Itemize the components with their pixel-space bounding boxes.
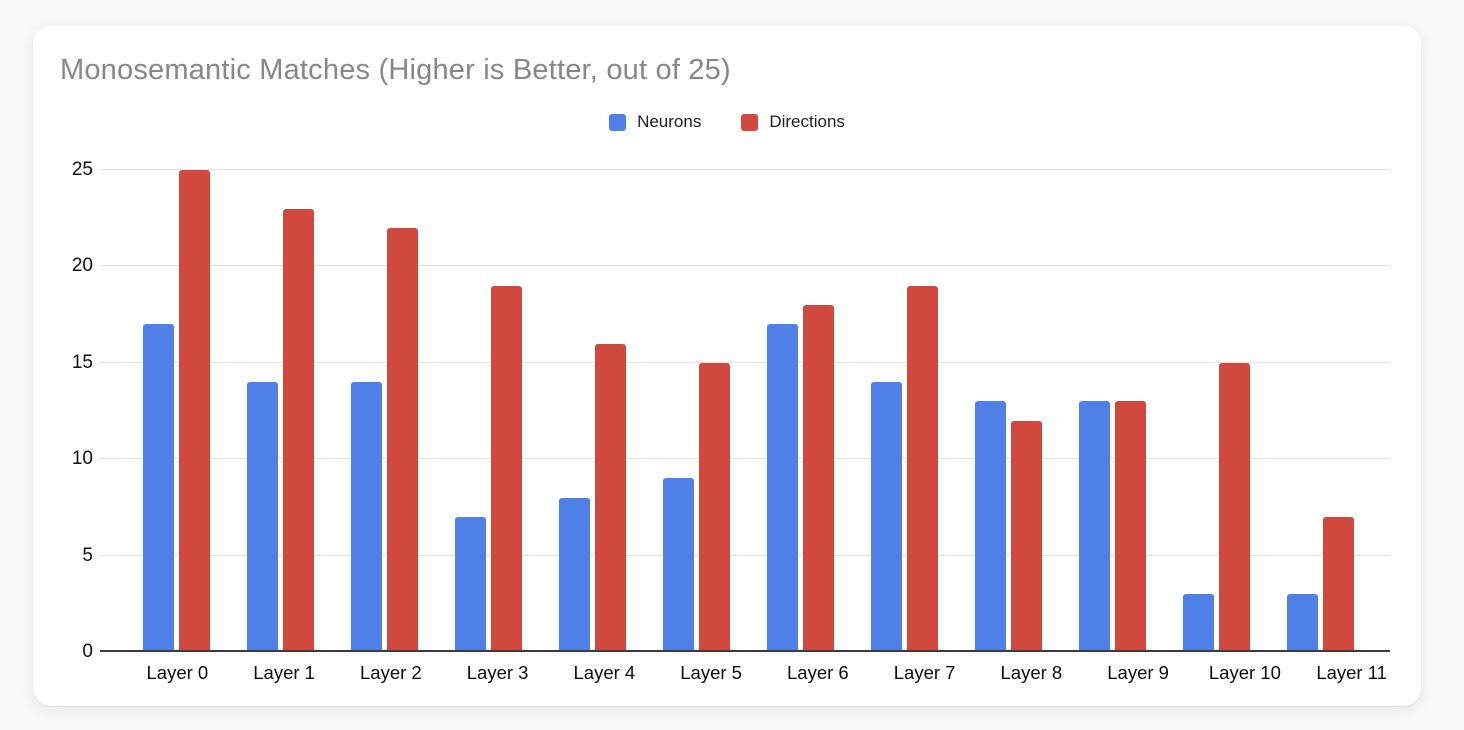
bar-directions-layer-10 xyxy=(1218,362,1250,652)
bar-neurons-layer-9 xyxy=(1078,401,1110,652)
bar-group-layer-4 xyxy=(540,170,644,652)
x-axis-label: Layer 4 xyxy=(573,662,636,683)
bar-directions-layer-8 xyxy=(1010,420,1042,652)
legend-label: Directions xyxy=(769,112,845,131)
bar-directions-layer-2 xyxy=(386,227,418,652)
bar-group-layer-5 xyxy=(644,170,748,652)
x-axis-label: Layer 8 xyxy=(1000,662,1063,683)
bar-directions-layer-6 xyxy=(802,304,834,652)
bar-neurons-layer-3 xyxy=(454,517,486,652)
y-tick-label: 20 xyxy=(71,255,93,277)
y-axis: 0 5 10 15 20 25 xyxy=(33,159,93,662)
bar-directions-layer-5 xyxy=(698,362,730,652)
bar-group-layer-8 xyxy=(956,170,1060,652)
chart-legend: Neurons Directions xyxy=(33,112,1421,132)
bar-neurons-layer-10 xyxy=(1182,594,1214,652)
gridline xyxy=(100,458,1390,460)
bar-neurons-layer-4 xyxy=(558,497,590,652)
x-axis-label: Layer 11 xyxy=(1316,662,1387,683)
gridline xyxy=(100,169,1390,170)
x-axis-label: Layer 2 xyxy=(360,662,422,683)
bar-neurons-layer-1 xyxy=(246,382,278,652)
bar-neurons-layer-6 xyxy=(766,324,798,652)
x-axis-label: Layer 10 xyxy=(1208,662,1281,683)
bar-neurons-layer-11 xyxy=(1286,594,1318,652)
bar-neurons-layer-7 xyxy=(870,382,902,652)
y-tick-label: 10 xyxy=(71,448,93,470)
x-axis-labels: Layer 0 Layer 1 Layer 2 Layer 3 Layer 4 Layer… xyxy=(124,662,1405,684)
x-axis-label: Layer 0 xyxy=(146,662,209,683)
bar-neurons-layer-5 xyxy=(662,478,694,652)
chart-card: Monosemantic Matches (Higher is Better, … xyxy=(33,26,1421,706)
bar-directions-layer-7 xyxy=(906,285,938,652)
bar-group-layer-7 xyxy=(852,170,956,652)
x-axis-label: Layer 6 xyxy=(787,662,849,683)
legend-label: Neurons xyxy=(637,112,702,131)
bar-directions-layer-11 xyxy=(1322,517,1354,652)
x-axis-line xyxy=(100,650,1390,652)
bar-neurons-layer-2 xyxy=(350,382,382,652)
y-tick-label: 0 xyxy=(82,641,93,662)
gridline xyxy=(100,554,1390,556)
bar-group-layer-9 xyxy=(1060,170,1164,652)
bar-directions-layer-3 xyxy=(490,285,522,652)
bar-group-layer-10 xyxy=(1164,170,1268,652)
y-tick-label: 15 xyxy=(71,351,93,373)
bar-group-layer-1 xyxy=(228,170,332,652)
y-tick-label: 25 xyxy=(71,159,93,180)
chart-area: 0 5 10 15 20 25 xyxy=(33,159,1421,662)
x-axis-label: Layer 3 xyxy=(466,662,529,683)
bar-neurons-layer-0 xyxy=(142,324,174,652)
bar-group-layer-0 xyxy=(124,170,228,652)
bars-row xyxy=(124,170,1372,652)
legend-item-directions: Directions xyxy=(741,112,845,132)
bar-group-layer-2 xyxy=(332,170,436,652)
bar-group-layer-6 xyxy=(748,170,852,652)
bar-directions-layer-0 xyxy=(178,170,210,652)
x-axis-label: Layer 7 xyxy=(893,662,956,683)
bar-directions-layer-1 xyxy=(282,208,314,652)
bar-directions-layer-9 xyxy=(1114,401,1146,652)
legend-item-neurons: Neurons xyxy=(609,112,701,132)
legend-swatch-directions xyxy=(741,113,759,131)
x-axis-label: Layer 1 xyxy=(253,662,315,683)
bar-group-layer-11 xyxy=(1268,170,1372,652)
y-tick-label: 5 xyxy=(82,544,93,566)
bar-group-layer-3 xyxy=(436,170,540,652)
gridline xyxy=(100,265,1390,267)
x-axis-label: Layer 9 xyxy=(1107,662,1169,683)
bar-neurons-layer-8 xyxy=(974,401,1006,652)
legend-swatch-neurons xyxy=(609,113,627,131)
chart-title: Monosemantic Matches (Higher is Better, … xyxy=(60,54,731,86)
gridline xyxy=(100,361,1390,363)
x-axis-label: Layer 5 xyxy=(680,662,742,683)
plot-area xyxy=(100,169,1390,652)
bar-directions-layer-4 xyxy=(594,343,626,652)
